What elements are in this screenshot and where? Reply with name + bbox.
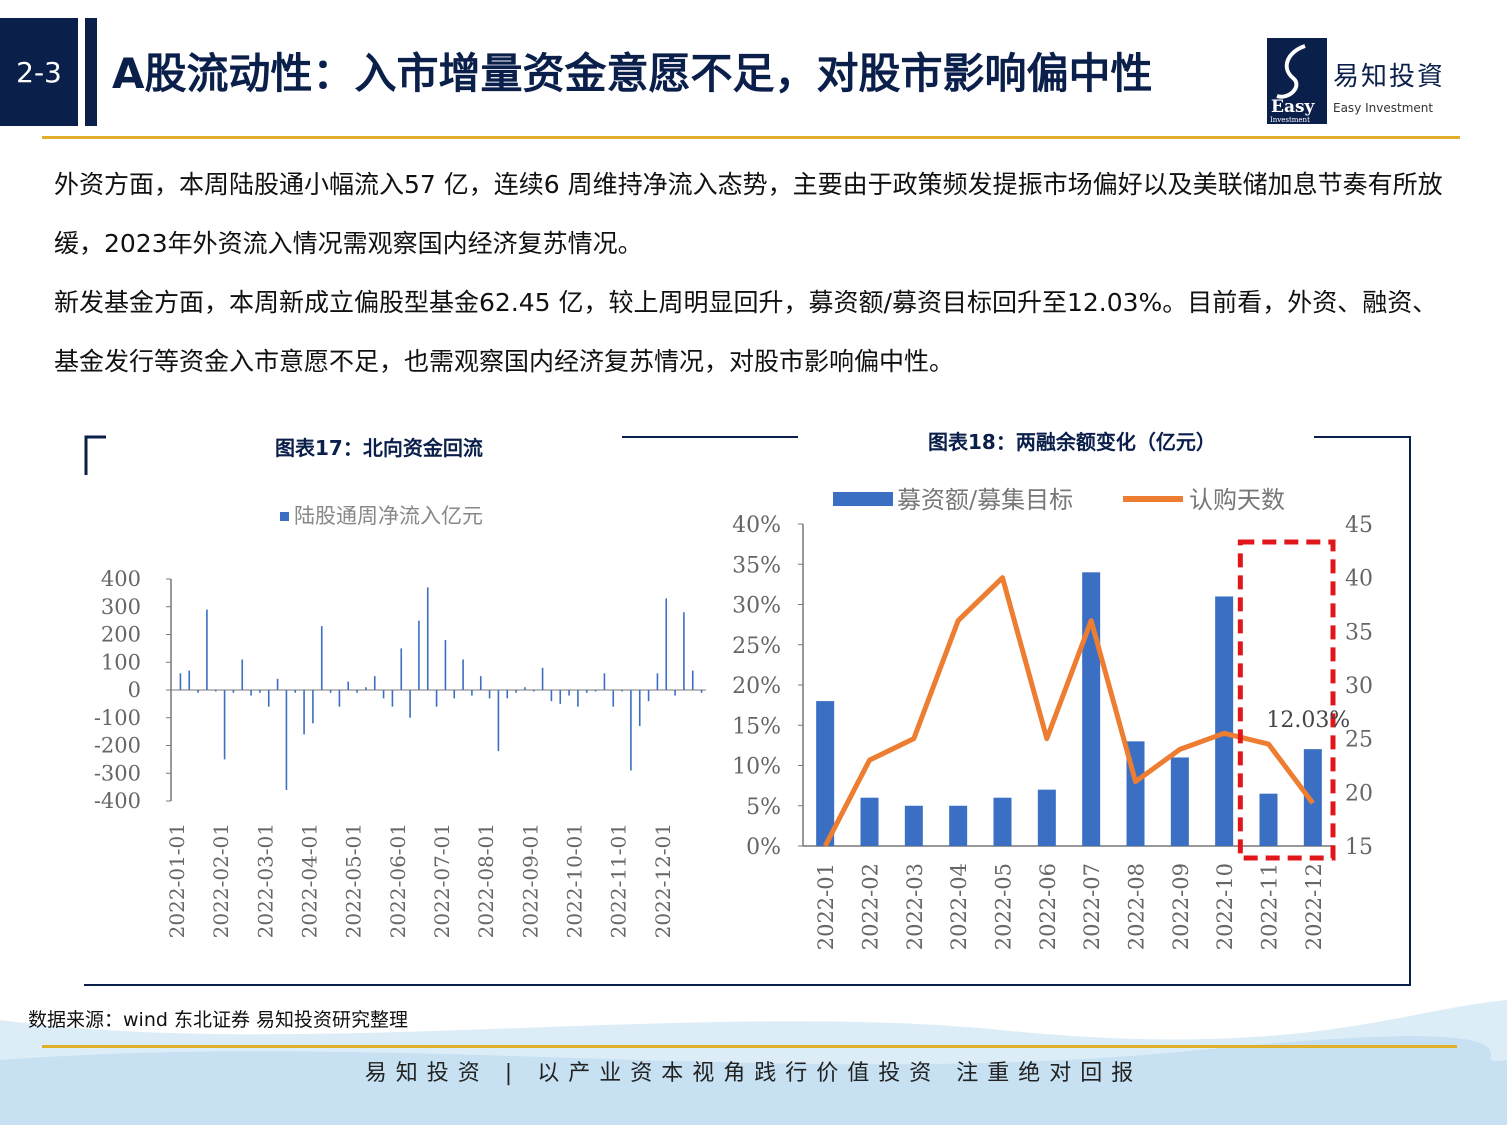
chart17-legend-swatch bbox=[280, 512, 289, 521]
chart18-x-tick-label: 2022-11 bbox=[1258, 863, 1282, 950]
chart18-bar bbox=[1259, 793, 1278, 846]
chart17-x-tick-label: 2022-06-01 bbox=[386, 823, 410, 938]
chart18-x-tick-label: 2022-07 bbox=[1080, 863, 1104, 950]
chart18-right-tick-label: 45 bbox=[1345, 513, 1373, 538]
chart18-annotation-label: 12.03% bbox=[1266, 708, 1350, 733]
chart18-bar bbox=[1170, 757, 1189, 846]
chart18-bar bbox=[1303, 749, 1322, 846]
easy-investment-logo: Easy Investment bbox=[1267, 38, 1327, 124]
chart18-bar bbox=[1215, 596, 1234, 846]
chart18-x-tick-label: 2022-05 bbox=[992, 863, 1016, 950]
chart17-x-tick-label: 2022-05-01 bbox=[342, 823, 366, 938]
paragraph-foreign-capital: 外资方面，本周陆股通小幅流入57 亿，连续6 周维持净流入态势，主要由于政策频发… bbox=[54, 170, 1443, 258]
chart18-left-tick-label: 35% bbox=[732, 553, 781, 578]
chart17-x-tick-label: 2022-09-01 bbox=[518, 823, 542, 938]
chart17-y-tick-label: 300 bbox=[101, 595, 141, 619]
chart18-x-tick-label: 2022-09 bbox=[1169, 863, 1193, 950]
chart18-margin-balance: 募资额/募集目标 认购天数 0% 5% 10% 15% 20% 25% 30% 35% 40% 15 2… bbox=[732, 486, 1373, 950]
chart17-y-tick-label: -300 bbox=[94, 761, 141, 785]
chart18-x-tick-label: 2022-10 bbox=[1213, 863, 1237, 950]
chart18-x-tick-label: 2022-08 bbox=[1125, 863, 1149, 950]
data-source: 数据来源：wind 东北证券 易知投资研究整理 bbox=[28, 1009, 409, 1031]
chart18-left-tick-label: 15% bbox=[732, 714, 781, 739]
chart17-x-tick-label: 2022-01-01 bbox=[165, 823, 189, 938]
chart18-highlight-box bbox=[1237, 539, 1336, 861]
chart18-x-tick-label: 2022-06 bbox=[1036, 863, 1060, 950]
chart17-legend-label: 陆股通周净流入亿元 bbox=[294, 504, 483, 528]
chart18-bar bbox=[904, 805, 923, 846]
chart17-x-tick-label: 2022-11-01 bbox=[607, 823, 631, 938]
chart17-x-tick-label: 2022-08-01 bbox=[474, 823, 498, 938]
chart18-legend-bar-label: 募资额/募集目标 bbox=[897, 486, 1073, 514]
chart18-line-series bbox=[822, 575, 1315, 848]
chart18-right-tick-label: 15 bbox=[1345, 835, 1373, 860]
logo-english-name: Easy Investment bbox=[1333, 101, 1434, 115]
footer-slogan: 易知投资 | 以产业资本视角践行价值投资 注重绝对回报 bbox=[364, 1061, 1143, 1086]
chart18-title: 图表18：两融余额变化（亿元） bbox=[928, 430, 1216, 454]
chart18-x-tick-label: 2022-12 bbox=[1302, 863, 1326, 950]
svg-text:Investment: Investment bbox=[1270, 116, 1310, 124]
paragraph-new-funds: 新发基金方面，本周新成立偏股型基金62.45 亿，较上周明显回升，募资额/募资目… bbox=[54, 288, 1438, 376]
chart17-x-tick-label: 2022-03-01 bbox=[253, 823, 277, 938]
chart17-y-tick-label: 100 bbox=[101, 650, 141, 674]
bottom-divider bbox=[42, 1045, 1457, 1048]
chart18-left-tick-label: 40% bbox=[732, 513, 781, 538]
chart18-legend-bar-swatch bbox=[833, 492, 893, 506]
chart18-left-tick-label: 30% bbox=[732, 594, 781, 619]
chart18-bar bbox=[816, 701, 835, 846]
chart17-y-tick-label: 400 bbox=[101, 567, 141, 591]
chart17-title: 图表17：北向资金回流 bbox=[275, 436, 483, 460]
chart18-right-tick-label: 30 bbox=[1345, 674, 1373, 699]
chart18-bar bbox=[993, 797, 1012, 846]
chart18-right-tick-label: 40 bbox=[1345, 567, 1373, 592]
chart17-x-tick-label: 2022-02-01 bbox=[209, 823, 233, 938]
chart18-right-tick-label: 20 bbox=[1345, 781, 1373, 806]
footer-wave-decoration bbox=[0, 1000, 1507, 1125]
svg-text:Easy: Easy bbox=[1271, 97, 1316, 117]
chart18-left-tick-label: 25% bbox=[732, 634, 781, 659]
chart17-x-tick-label: 2022-10-01 bbox=[563, 823, 587, 938]
page-title: A股流动性：入市增量资金意愿不足，对股市影响偏中性 bbox=[112, 49, 1153, 98]
chart17-y-tick-label: 0 bbox=[128, 678, 141, 702]
chart18-bar bbox=[949, 805, 968, 846]
chart17-y-tick-label: 200 bbox=[101, 623, 141, 647]
chart17-y-tick-label: -400 bbox=[94, 789, 141, 813]
chart18-legend-line-label: 认购天数 bbox=[1189, 486, 1285, 514]
title-divider bbox=[85, 18, 97, 126]
section-badge: 2-3 bbox=[0, 18, 78, 126]
chart-frame bbox=[84, 435, 1411, 986]
chart17-northbound-flow: 陆股通周净流入亿元 400 300 200 100 0 -100 -200 -300 -400 20… bbox=[94, 504, 706, 938]
chart18-x-tick-label: 2022-03 bbox=[903, 863, 927, 950]
chart18-left-tick-label: 10% bbox=[732, 755, 781, 780]
chart18-x-tick-label: 2022-02 bbox=[859, 863, 883, 950]
chart18-left-tick-label: 5% bbox=[746, 795, 781, 820]
logo-chinese-name: 易知投資 bbox=[1333, 62, 1446, 92]
chart18-x-tick-label: 2022-01 bbox=[814, 863, 838, 950]
chart17-x-tick-label: 2022-04-01 bbox=[298, 823, 322, 938]
chart18-x-tick-label: 2022-04 bbox=[947, 863, 971, 950]
chart18-bar bbox=[1037, 789, 1056, 846]
chart18-bar bbox=[860, 797, 879, 846]
top-divider bbox=[42, 136, 1460, 139]
chart17-x-tick-label: 2022-12-01 bbox=[651, 823, 675, 938]
chart17-x-tick-label: 2022-07-01 bbox=[430, 823, 454, 938]
chart18-left-tick-label: 0% bbox=[746, 835, 781, 860]
chart18-right-tick-label: 35 bbox=[1345, 620, 1373, 645]
chart17-y-tick-label: -100 bbox=[94, 706, 141, 730]
chart17-y-tick-label: -200 bbox=[94, 734, 141, 758]
chart18-left-tick-label: 20% bbox=[732, 674, 781, 699]
chart18-bar bbox=[1082, 572, 1101, 846]
chart18-right-tick-label: 25 bbox=[1345, 728, 1373, 753]
